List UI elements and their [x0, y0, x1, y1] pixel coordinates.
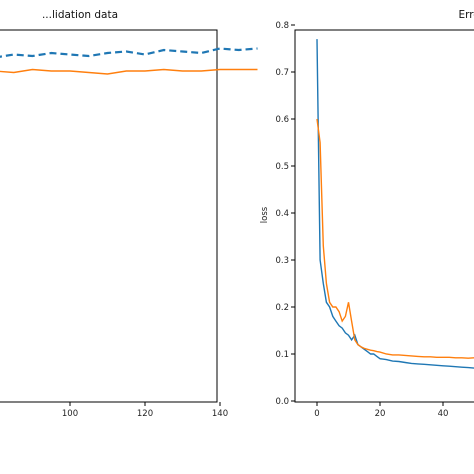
left-x-tick-label: 140	[212, 409, 228, 419]
left-series-line-0	[0, 47, 258, 58]
right-series-line-1	[316, 118, 474, 359]
right-y-tick-label: 0.0	[275, 397, 289, 407]
left-chart-title: ...lidation data	[42, 9, 118, 21]
left-plot-frame	[0, 29, 218, 403]
right-y-axis: 0.0 0.1 0.2 0.3 0.4 0.5 0.6 0.7 0.8	[275, 21, 295, 407]
left-x-axis: 100 120 140	[62, 402, 228, 419]
right-x-tick-label: 20	[375, 409, 386, 419]
left-chart-panel: ...lidation data 100 120 140	[0, 9, 258, 419]
right-chart-panel: Erro... loss 0.0 0.1 0.2 0.3 0.4 0.5 0.6 0.7 0.8…	[260, 9, 474, 419]
right-x-axis: 0 20 40	[314, 402, 448, 419]
right-y-tick-label: 0.8	[275, 21, 289, 31]
left-x-tick-label: 120	[137, 409, 153, 419]
right-y-tick-label: 0.7	[275, 68, 289, 78]
right-plot-lines	[316, 39, 474, 369]
right-y-tick-label: 0.5	[275, 162, 289, 172]
right-y-axis-label: loss	[260, 206, 270, 223]
left-x-tick-label: 100	[62, 409, 78, 419]
right-y-tick-label: 0.4	[275, 209, 289, 219]
right-x-tick-label: 40	[438, 409, 449, 419]
right-series-line-0	[316, 39, 474, 369]
right-y-tick-label: 0.2	[275, 303, 289, 313]
left-plot-lines	[0, 47, 258, 75]
left-series-line-1	[0, 68, 258, 75]
right-plot-frame	[294, 29, 474, 403]
right-x-tick-label: 0	[314, 409, 319, 419]
right-y-tick-label: 0.1	[275, 350, 289, 360]
right-y-tick-label: 0.3	[275, 256, 289, 266]
right-y-tick-label: 0.6	[275, 115, 289, 125]
right-chart-title: Erro...	[458, 9, 474, 21]
